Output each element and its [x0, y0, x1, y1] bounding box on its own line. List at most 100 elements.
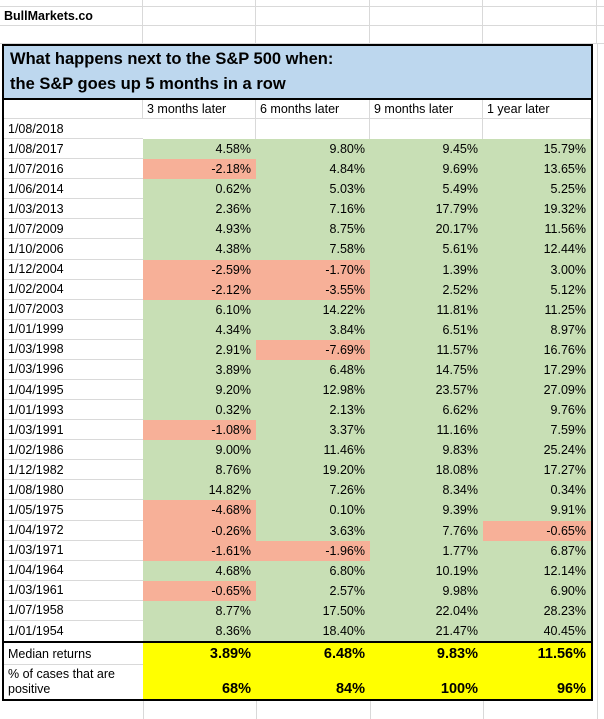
median-label[interactable]: Median returns — [4, 643, 143, 665]
data-cell[interactable]: 11.56% — [483, 219, 591, 240]
data-cell[interactable]: 5.12% — [483, 279, 591, 300]
brand-label[interactable]: BullMarkets.co — [0, 7, 143, 26]
data-cell[interactable]: 3.00% — [483, 259, 591, 280]
data-cell[interactable]: 27.09% — [483, 380, 591, 401]
data-cell[interactable]: 11.57% — [370, 339, 483, 360]
data-cell[interactable]: 40.45% — [483, 620, 591, 641]
data-cell[interactable]: 1.39% — [370, 259, 483, 280]
data-cell[interactable]: 9.45% — [370, 139, 483, 160]
data-cell[interactable]: -0.65% — [483, 520, 591, 541]
pct-positive-value[interactable]: 68% — [143, 665, 256, 699]
data-cell[interactable]: 9.80% — [256, 139, 370, 160]
data-cell[interactable]: 17.27% — [483, 460, 591, 481]
date-cell[interactable]: 1/04/1972 — [4, 521, 143, 541]
date-cell[interactable]: 1/08/2017 — [4, 139, 143, 160]
data-cell[interactable]: 11.25% — [483, 299, 591, 320]
data-cell[interactable]: 28.23% — [483, 600, 591, 621]
date-cell[interactable]: 1/07/2009 — [4, 219, 143, 240]
data-cell[interactable]: 8.34% — [370, 480, 483, 501]
data-cell[interactable]: 12.44% — [483, 239, 591, 260]
data-cell[interactable]: 6.48% — [256, 359, 370, 380]
date-cell[interactable]: 1/12/2004 — [4, 260, 143, 280]
data-cell[interactable]: 7.59% — [483, 420, 591, 441]
data-cell[interactable]: 8.36% — [143, 620, 256, 641]
pct-positive-label[interactable]: % of cases that are positive — [8, 667, 116, 696]
date-cell[interactable]: 1/12/1982 — [4, 460, 143, 481]
data-cell[interactable]: 5.49% — [370, 179, 483, 200]
date-column-header[interactable] — [4, 100, 143, 119]
data-cell[interactable]: -1.08% — [143, 420, 256, 441]
data-cell[interactable]: 8.77% — [143, 600, 256, 621]
date-cell[interactable]: 1/07/2016 — [4, 159, 143, 180]
median-value[interactable]: 11.56% — [483, 643, 591, 665]
data-cell[interactable]: -7.69% — [256, 339, 370, 360]
date-cell[interactable]: 1/04/1995 — [4, 380, 143, 401]
data-cell[interactable]: 0.62% — [143, 179, 256, 200]
data-cell[interactable]: 9.98% — [370, 580, 483, 601]
date-cell[interactable]: 1/07/1958 — [4, 601, 143, 621]
date-cell[interactable]: 1/08/2018 — [4, 119, 143, 140]
date-cell[interactable]: 1/02/2004 — [4, 280, 143, 300]
data-cell[interactable]: 20.17% — [370, 219, 483, 240]
data-cell[interactable]: 22.04% — [370, 600, 483, 621]
data-cell[interactable]: 2.57% — [256, 580, 370, 601]
date-cell[interactable]: 1/04/1964 — [4, 561, 143, 581]
data-cell[interactable]: 6.51% — [370, 319, 483, 340]
data-cell[interactable]: 18.08% — [370, 460, 483, 481]
data-cell[interactable]: 17.50% — [256, 600, 370, 621]
data-cell[interactable]: 13.65% — [483, 159, 591, 180]
data-cell[interactable]: 14.82% — [143, 480, 256, 501]
data-cell[interactable]: 7.58% — [256, 239, 370, 260]
data-cell[interactable]: 14.75% — [370, 359, 483, 380]
data-cell[interactable]: -1.61% — [143, 540, 256, 561]
data-cell[interactable]: 9.91% — [483, 500, 591, 521]
data-cell[interactable]: 17.29% — [483, 359, 591, 380]
data-cell[interactable]: -0.26% — [143, 520, 256, 541]
data-cell[interactable]: 8.75% — [256, 219, 370, 240]
data-cell[interactable] — [256, 119, 370, 140]
data-cell[interactable]: 5.25% — [483, 179, 591, 200]
data-cell[interactable]: 4.84% — [256, 159, 370, 180]
data-cell[interactable]: 4.38% — [143, 239, 256, 260]
header-9-months-later[interactable]: 9 months later — [370, 100, 483, 119]
date-cell[interactable]: 1/03/1971 — [4, 541, 143, 561]
date-cell[interactable]: 1/03/1991 — [4, 420, 143, 441]
pct-positive-value[interactable]: 100% — [370, 665, 483, 699]
data-cell[interactable]: 11.81% — [370, 299, 483, 320]
data-cell[interactable]: 2.13% — [256, 400, 370, 421]
date-cell[interactable]: 1/03/1998 — [4, 340, 143, 360]
data-cell[interactable]: -2.18% — [143, 159, 256, 180]
data-cell[interactable]: 3.63% — [256, 520, 370, 541]
date-cell[interactable]: 1/01/1993 — [4, 400, 143, 421]
data-cell[interactable]: 8.76% — [143, 460, 256, 481]
data-cell[interactable]: 6.10% — [143, 299, 256, 320]
data-cell[interactable]: 11.46% — [256, 440, 370, 461]
data-cell[interactable]: 19.32% — [483, 199, 591, 220]
date-cell[interactable]: 1/08/1980 — [4, 480, 143, 501]
data-cell[interactable]: 14.22% — [256, 299, 370, 320]
data-cell[interactable] — [143, 119, 256, 140]
data-cell[interactable]: 11.16% — [370, 420, 483, 441]
data-cell[interactable]: -2.59% — [143, 259, 256, 280]
pct-positive-value[interactable]: 84% — [256, 665, 370, 699]
header-3-months-later[interactable]: 3 months later — [143, 100, 256, 119]
median-value[interactable]: 3.89% — [143, 643, 256, 665]
table-title[interactable]: What happens next to the S&P 500 when: t… — [2, 44, 593, 100]
data-cell[interactable]: 9.76% — [483, 400, 591, 421]
data-cell[interactable]: 7.76% — [370, 520, 483, 541]
data-cell[interactable]: 3.89% — [143, 359, 256, 380]
data-cell[interactable]: 9.00% — [143, 440, 256, 461]
median-value[interactable]: 9.83% — [370, 643, 483, 665]
header-6-months-later[interactable]: 6 months later — [256, 100, 370, 119]
data-cell[interactable]: -0.65% — [143, 580, 256, 601]
data-cell[interactable]: -4.68% — [143, 500, 256, 521]
date-cell[interactable]: 1/03/1961 — [4, 581, 143, 601]
data-cell[interactable]: 4.58% — [143, 139, 256, 160]
data-cell[interactable]: 5.61% — [370, 239, 483, 260]
data-cell[interactable]: 6.87% — [483, 540, 591, 561]
date-cell[interactable]: 1/03/1996 — [4, 360, 143, 380]
data-cell[interactable]: 1.77% — [370, 540, 483, 561]
data-cell[interactable]: 2.36% — [143, 199, 256, 220]
date-cell[interactable]: 1/01/1954 — [8, 623, 64, 638]
date-cell[interactable]: 1/06/2014 — [4, 179, 143, 200]
